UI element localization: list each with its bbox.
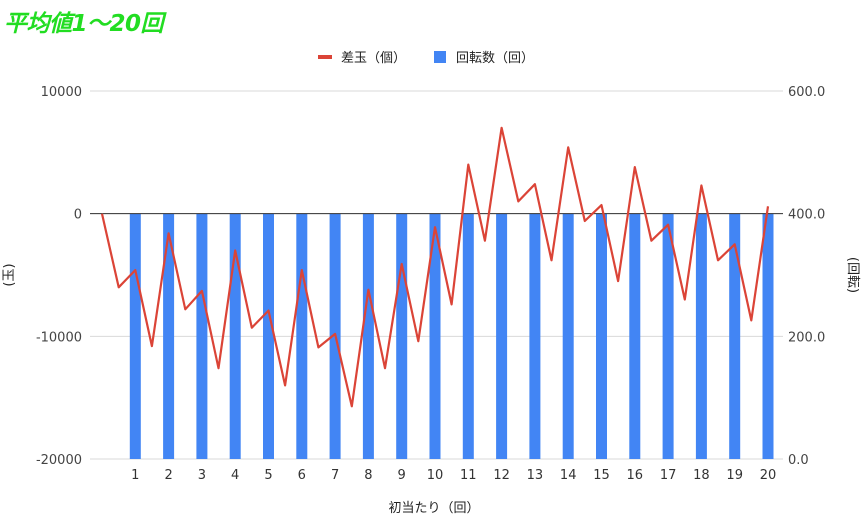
bar [662, 213, 674, 459]
x-tick-label: 8 [364, 468, 372, 483]
bar [762, 213, 774, 459]
bar [629, 213, 641, 459]
y-tick-label-right: 600.0 [788, 85, 825, 100]
y-axis-title-right: (回転) [845, 257, 860, 293]
bar [129, 213, 141, 459]
tick-labels: 10000 600.00 400.0-10000 200.0-20000 0.01 2 3 4… [36, 85, 825, 483]
bar [196, 213, 208, 459]
x-axis-title: 初当たり（回） [388, 501, 479, 516]
y-axis-title-left: (玉) [2, 263, 17, 286]
x-tick-label: 14 [560, 468, 577, 483]
y-tick-label-left: 0 [74, 208, 82, 223]
legend-line-label: 差玉（個） [341, 51, 406, 66]
bar [296, 213, 308, 459]
x-tick-label: 3 [198, 468, 206, 483]
line-path [100, 126, 770, 408]
x-tick-label: 7 [331, 468, 339, 483]
y-tick-label-right: 200.0 [788, 330, 825, 345]
x-tick-label: 17 [660, 468, 677, 483]
bar [263, 213, 274, 459]
bar [163, 213, 175, 459]
x-tick-label: 11 [460, 468, 477, 483]
x-tick-label: 5 [264, 468, 272, 483]
y-tick-label-left: 10000 [41, 85, 82, 100]
x-tick-label: 12 [493, 468, 510, 483]
bar [596, 213, 607, 459]
bar [462, 213, 474, 459]
bar [729, 213, 741, 459]
x-tick-label: 2 [164, 468, 172, 483]
bar [229, 213, 241, 459]
x-tick-label: 15 [593, 468, 610, 483]
bar [562, 213, 574, 459]
x-tick-label: 19 [726, 468, 743, 483]
x-tick-label: 9 [398, 468, 406, 483]
bar [396, 213, 408, 459]
bar-series [129, 213, 774, 459]
x-tick-label: 16 [627, 468, 644, 483]
y-tick-label-right: 0.0 [788, 453, 809, 468]
bar [496, 213, 508, 459]
x-tick-label: 10 [427, 468, 444, 483]
x-tick-label: 18 [693, 468, 710, 483]
legend: 差玉（個） 回転数（回） [318, 51, 534, 66]
bar [429, 213, 441, 459]
legend-bar-label: 回転数（回） [456, 51, 534, 66]
y-tick-label-right: 400.0 [788, 208, 825, 223]
x-tick-label: 6 [298, 468, 306, 483]
y-tick-label-left: -20000 [36, 453, 82, 468]
page-title: 平均値1〜20回 [4, 11, 164, 37]
x-tick-label: 1 [131, 468, 139, 483]
line-series [100, 126, 770, 408]
x-tick-label: 4 [231, 468, 239, 483]
legend-line-swatch [318, 55, 332, 59]
bar [529, 213, 541, 459]
legend-bar-swatch [434, 51, 446, 63]
x-tick-label: 13 [527, 468, 544, 483]
bar [695, 213, 707, 459]
x-tick-label: 20 [760, 468, 777, 483]
bar [362, 213, 374, 459]
y-tick-label-left: -10000 [36, 330, 82, 345]
